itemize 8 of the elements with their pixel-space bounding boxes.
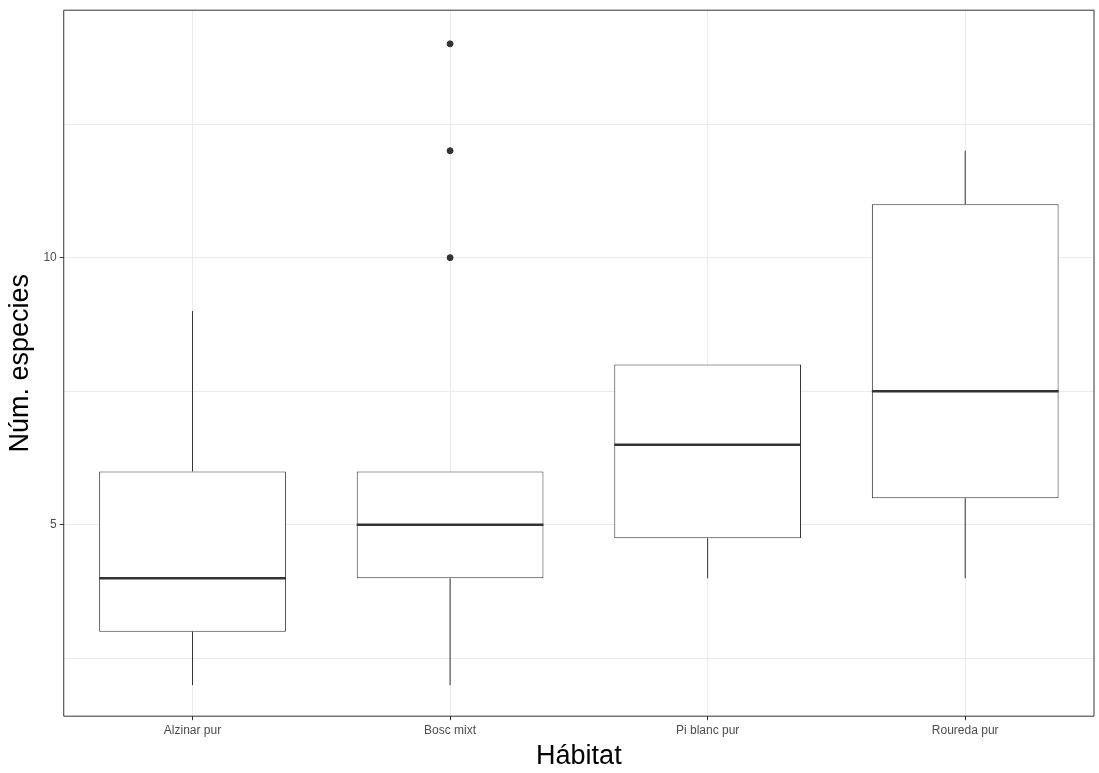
y-axis-title: Núm. especies — [3, 273, 34, 453]
x-tick-label: Bosc mixt — [424, 722, 477, 737]
x-tick-label: Alzinar pur — [163, 722, 222, 737]
x-tick-label: Roureda pur — [931, 722, 999, 737]
y-tick-label: 5 — [50, 517, 58, 532]
x-tick-label: Pi blanc pur — [675, 722, 740, 737]
x-axis-title: Hábitat — [536, 740, 623, 771]
y-tick-label: 10 — [43, 249, 58, 264]
